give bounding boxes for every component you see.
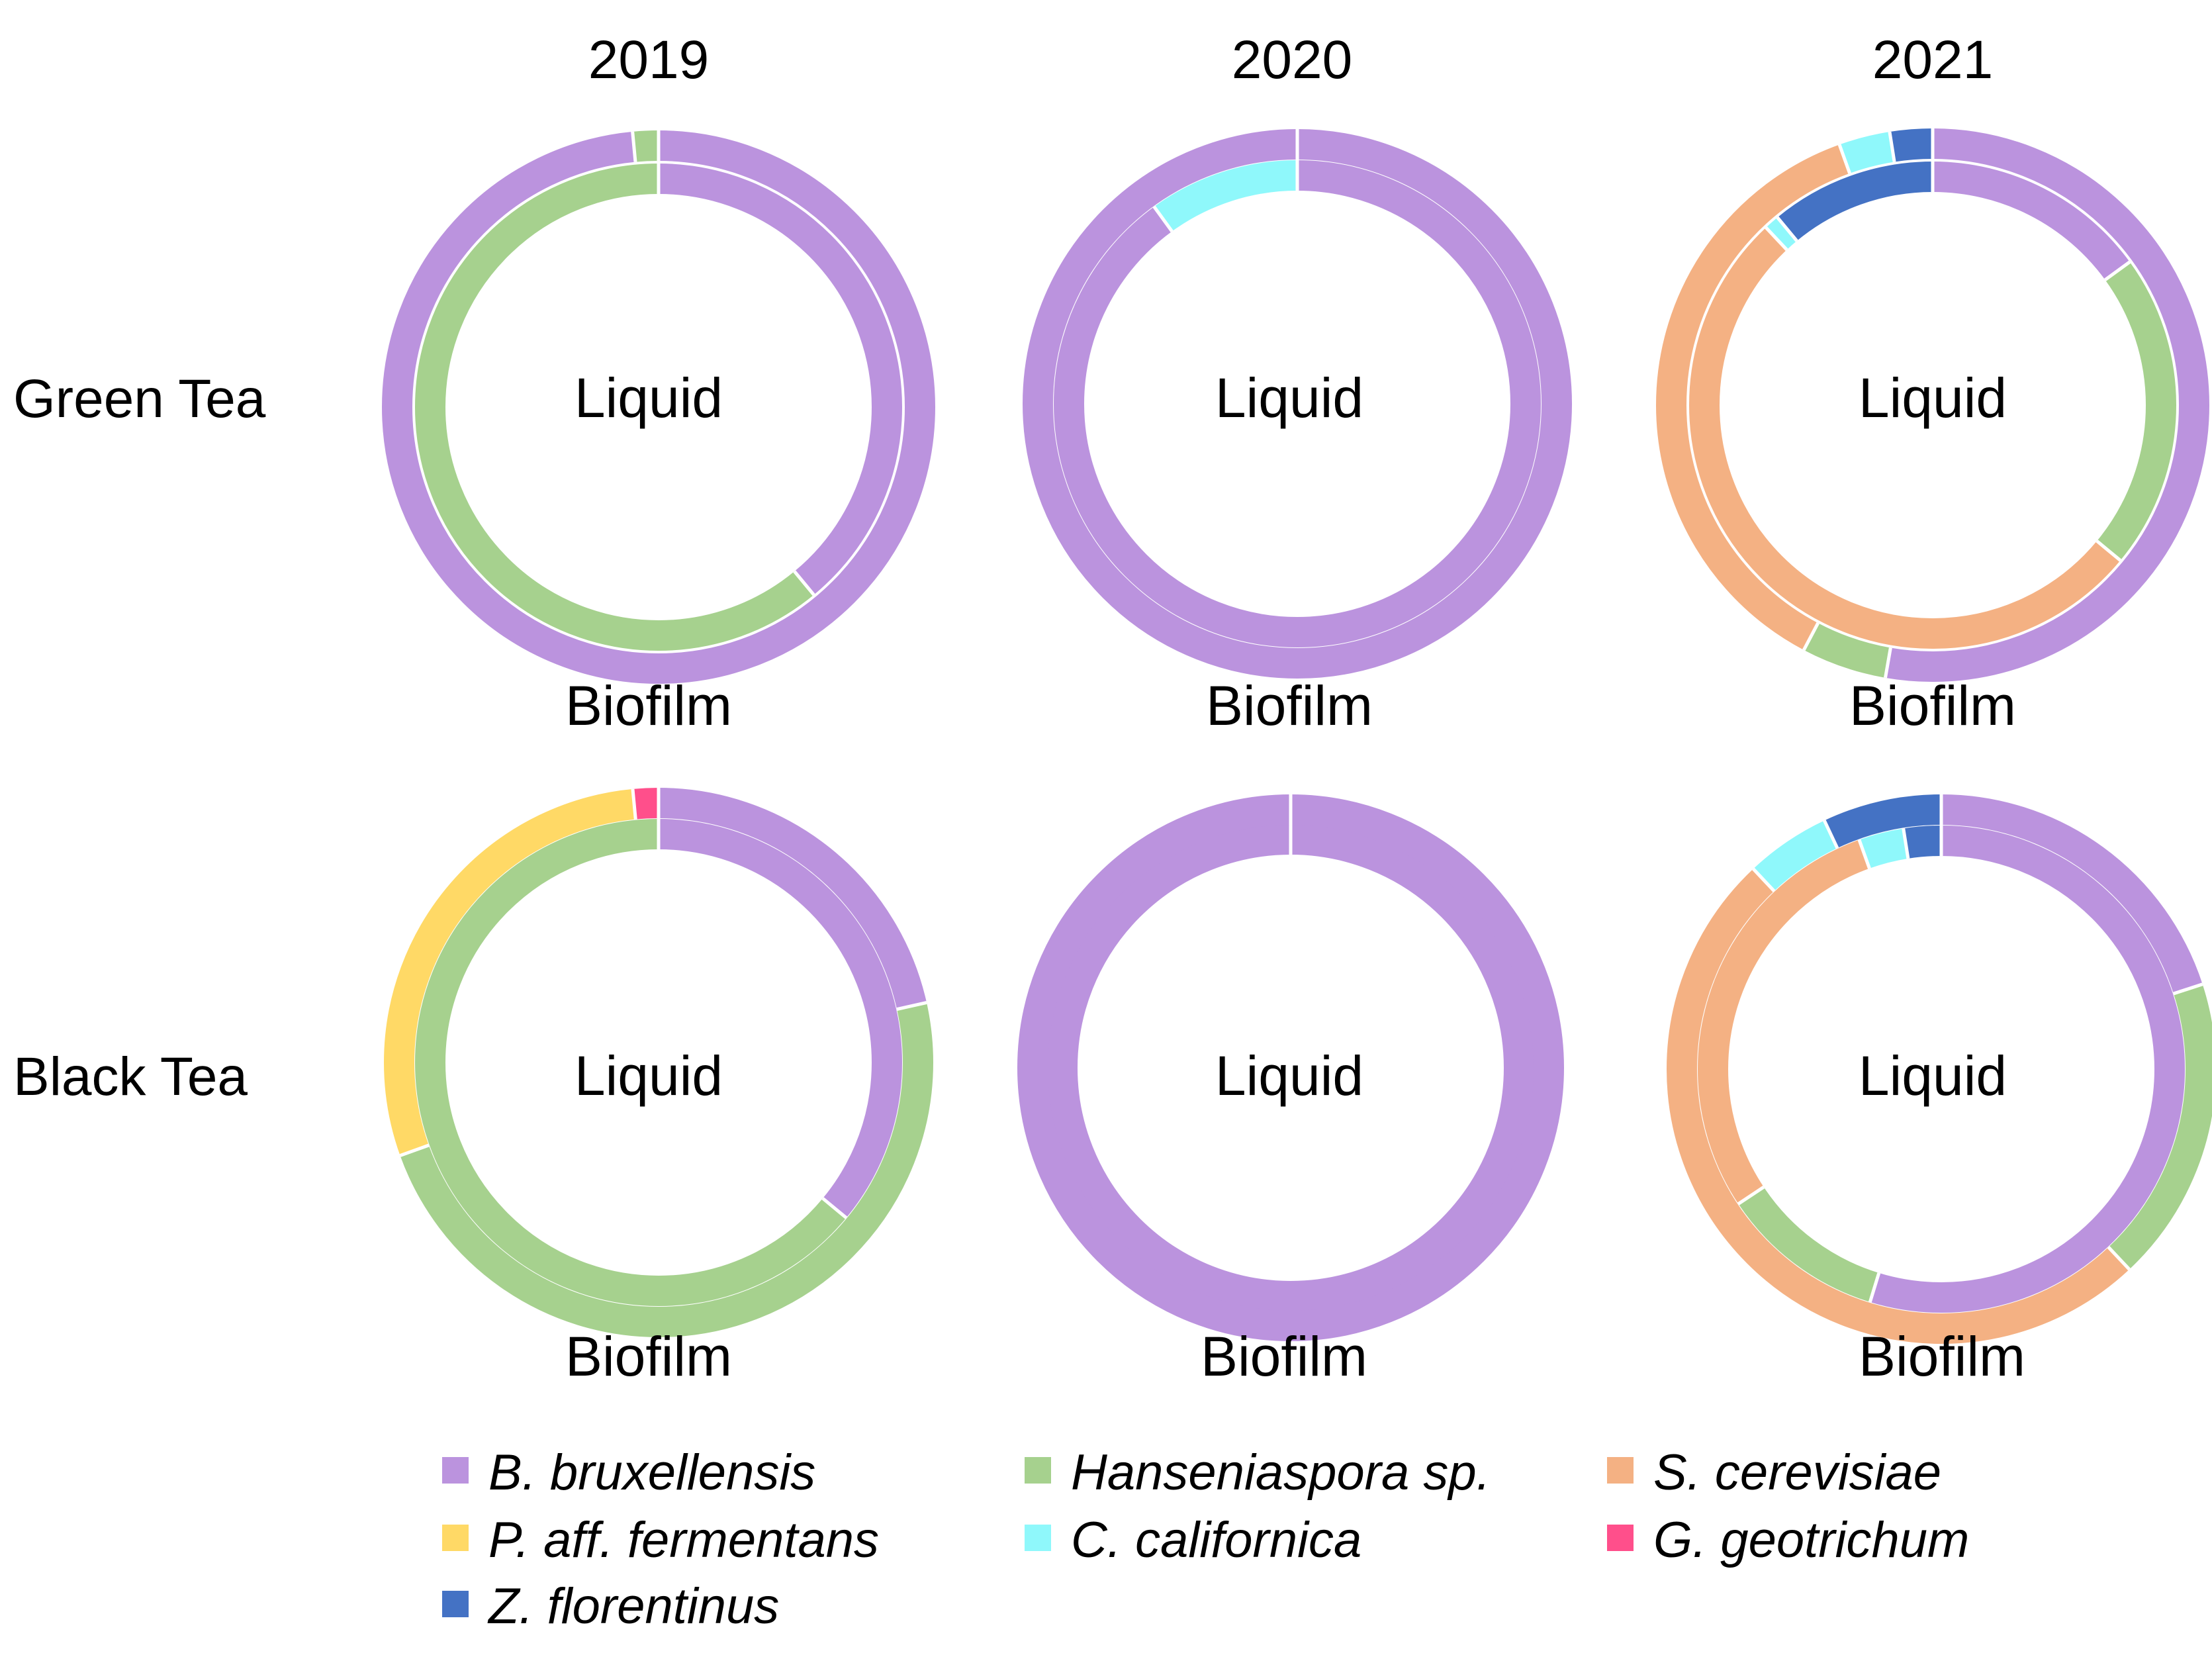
- biofilm-segment-divider: [399, 1143, 430, 1157]
- liquid-label: Liquid: [575, 367, 723, 429]
- biofilm-segment-divider: [1752, 867, 1776, 892]
- legend-label-b-bruxellensis: B. bruxellensis: [488, 1444, 815, 1501]
- biofilm-segment-s-cerevisiae: [1656, 128, 2209, 682]
- liquid-segment-s-cerevisiae: [1689, 162, 2176, 649]
- liquid-label: Liquid: [1215, 1045, 1363, 1107]
- legend-label-g-geotrichum: G. geotrichum: [1653, 1512, 1969, 1568]
- liquid-label: Liquid: [1215, 367, 1363, 429]
- donut-black-tea-2019: [384, 788, 933, 1337]
- donut-black-tea-2020: [1017, 794, 1564, 1341]
- legend-swatch-g-geotrichum: [1607, 1525, 1634, 1551]
- biofilm-segment-p-aff-fermentans: [384, 788, 933, 1337]
- biofilm-segment-divider: [1802, 622, 1820, 651]
- liquid-segment-divider: [793, 570, 815, 596]
- biofilm-label: Biofilm: [1859, 1325, 2025, 1388]
- biofilm-label: Biofilm: [565, 1325, 732, 1388]
- legend-swatch-hanseniaspora: [1025, 1457, 1051, 1484]
- biofilm-segment-divider: [1837, 144, 1851, 174]
- donut-green-tea-2020: [1023, 129, 1572, 679]
- year-label-2019: 2019: [588, 30, 709, 90]
- biofilm-label: Biofilm: [1849, 675, 2016, 737]
- biofilm-segment-divider: [1888, 131, 1896, 162]
- biofilm-segment-divider: [896, 1001, 927, 1011]
- legend-swatch-c-californica: [1025, 1525, 1051, 1551]
- liquid-segment-divider: [821, 1197, 848, 1219]
- liquid-label: Liquid: [1859, 1045, 2007, 1107]
- liquid-segment-divider: [1776, 216, 1798, 242]
- legend-swatch-s-cerevisiae: [1607, 1457, 1634, 1484]
- liquid-label: Liquid: [1859, 367, 2007, 429]
- biofilm-segment-hanseniaspora-sp: [1667, 794, 2212, 1344]
- legend-swatch-z-florentinus: [442, 1591, 469, 1617]
- legend-label-c-californica: C. californica: [1071, 1512, 1361, 1568]
- liquid-segment-divider: [1857, 839, 1871, 869]
- legend: B. bruxellensis Hanseniaspora sp. S. cer…: [442, 1444, 1969, 1634]
- legend-label-hanseniaspora: Hanseniaspora sp.: [1071, 1444, 1491, 1501]
- year-label-2020: 2020: [1232, 30, 1352, 90]
- liquid-segment-divider: [2104, 260, 2131, 281]
- biofilm-label: Biofilm: [1206, 675, 1373, 737]
- legend-label-z-florentinus: Z. florentinus: [487, 1578, 779, 1634]
- biofilm-segment-divider: [2173, 982, 2203, 996]
- liquid-segment-divider: [1765, 226, 1788, 251]
- legend-label-s-cerevisiae: S. cerevisiae: [1653, 1444, 1941, 1501]
- biofilm-label: Biofilm: [1201, 1325, 1367, 1388]
- liquid-segment-hanseniaspora-sp: [1689, 162, 2176, 649]
- biofilm-segment-hanseniaspora-sp: [384, 788, 933, 1337]
- biofilm-segment-divider: [631, 788, 637, 820]
- legend-swatch-p-aff-fermentans: [442, 1525, 469, 1551]
- donut-green-tea-2021: [1656, 128, 2209, 682]
- donut-green-tea-2019: [382, 130, 935, 684]
- biofilm-segment-divider: [631, 131, 637, 162]
- liquid-segment-divider: [1868, 1272, 1881, 1303]
- liquid-segment-divider: [1902, 828, 1910, 859]
- biofilm-label: Biofilm: [565, 675, 732, 737]
- legend-swatch-b-bruxellensis: [442, 1457, 469, 1484]
- liquid-segment-divider: [1152, 205, 1174, 232]
- row-label-black-tea: Black Tea: [13, 1047, 248, 1107]
- legend-label-p-aff-fermentans: P. aff. fermentans: [488, 1512, 879, 1568]
- donut-black-tea-2021: [1667, 794, 2212, 1344]
- liquid-label: Liquid: [575, 1045, 723, 1107]
- row-label-green-tea: Green Tea: [13, 369, 266, 429]
- biofilm-segment-divider: [1884, 647, 1892, 679]
- liquid-segment-divider: [2096, 540, 2122, 562]
- liquid-segment-s-cerevisiae: [1698, 826, 2185, 1313]
- biofilm-segment-s-cerevisiae: [1667, 794, 2212, 1344]
- year-label-2021: 2021: [1872, 30, 1993, 90]
- biofilm-segment-divider: [1823, 820, 1839, 849]
- liquid-segment-divider: [1737, 1186, 1765, 1205]
- biofilm-segment-divider: [2107, 1246, 2131, 1271]
